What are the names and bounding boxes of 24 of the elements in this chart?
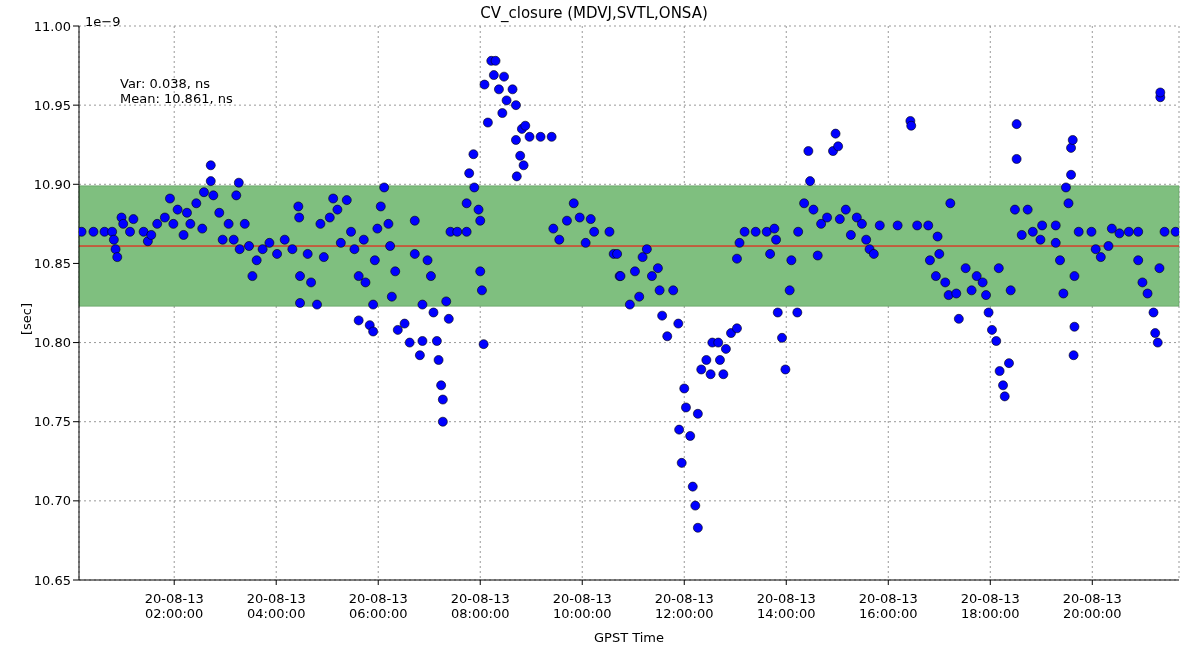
y-tick-label: 10.75 bbox=[33, 414, 71, 430]
y-tick-label: 10.70 bbox=[33, 493, 71, 509]
x-tick-label: 20-08-13 12:00:00 bbox=[654, 591, 714, 621]
x-tick-label: 20-08-13 04:00:00 bbox=[246, 591, 306, 621]
y-tick-label: 10.85 bbox=[33, 256, 71, 272]
x-tick-label: 20-08-13 16:00:00 bbox=[858, 591, 918, 621]
y-tick-label: 10.80 bbox=[33, 335, 71, 351]
y-tick-label: 11.00 bbox=[33, 18, 71, 34]
x-tick-label: 20-08-13 10:00:00 bbox=[552, 591, 612, 621]
y-tick-label: 10.95 bbox=[33, 97, 71, 113]
chart-title: CV_closure (MDVJ,SVTL,ONSA) bbox=[480, 4, 708, 22]
annotation: Var: 0.038, ns bbox=[120, 76, 211, 91]
y-tick-label: 10.90 bbox=[33, 176, 71, 192]
x-tick-label: 20-08-13 14:00:00 bbox=[756, 591, 816, 621]
annotation: 1e−9 bbox=[85, 14, 121, 29]
x-tick-label: 20-08-13 08:00:00 bbox=[450, 591, 510, 621]
x-axis-title: GPST Time bbox=[593, 630, 665, 645]
x-tick-label: 20-08-13 06:00:00 bbox=[348, 591, 408, 621]
y-axis-title: [sec] bbox=[18, 303, 34, 336]
y-tick-label: 10.65 bbox=[33, 572, 71, 588]
annotation: Mean: 10.861, ns bbox=[120, 91, 233, 106]
x-tick-label: 20-08-13 20:00:00 bbox=[1062, 591, 1122, 621]
x-tick-label: 20-08-13 18:00:00 bbox=[960, 591, 1020, 621]
x-tick-label: 20-08-13 02:00:00 bbox=[144, 591, 204, 621]
